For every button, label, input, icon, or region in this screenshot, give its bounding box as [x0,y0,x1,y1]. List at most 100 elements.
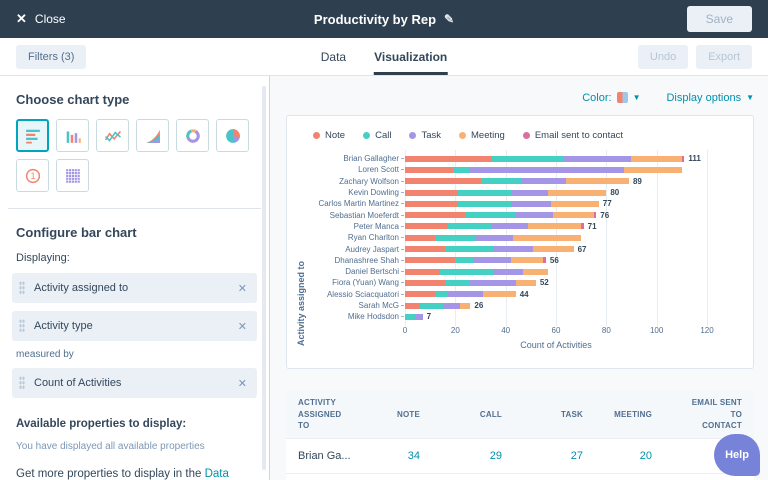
bar-segment[interactable] [510,257,544,264]
legend-item[interactable]: Email sent to contact [522,130,623,141]
bar-segment[interactable] [550,200,599,207]
bar-segment[interactable] [405,178,481,185]
drag-handle-icon[interactable] [19,319,25,333]
bar-segment[interactable] [440,268,494,275]
bar-segment[interactable] [513,234,582,241]
chart-type-pie[interactable] [216,119,249,152]
bar-segment[interactable] [460,302,471,309]
chip-activity-assigned-to[interactable]: Activity assigned to ✕ [12,273,257,303]
bar-segment[interactable] [442,302,461,309]
chart-type-table[interactable] [56,159,89,192]
chart-type-line[interactable] [96,119,129,152]
stacked-bar[interactable] [400,234,582,241]
bar-segment[interactable] [623,166,682,173]
bar-segment[interactable] [510,200,551,207]
stacked-bar[interactable] [401,291,516,298]
stacked-bar[interactable] [400,155,685,162]
remove-chip-icon[interactable]: ✕ [237,377,247,390]
color-dropdown[interactable]: Color: ▼ [582,92,640,104]
bar-segment[interactable] [465,212,516,219]
bar-segment[interactable] [405,257,456,264]
stacked-bar[interactable] [401,200,599,207]
drag-handle-icon[interactable] [19,281,25,295]
bar-segment[interactable] [455,257,473,264]
close-button[interactable]: ✕ Close [16,11,66,27]
tab-visualization[interactable]: Visualization [374,38,448,75]
bar-segment[interactable] [470,279,516,286]
bar-segment[interactable] [457,200,511,207]
bar-segment[interactable] [405,246,446,253]
bar-segment[interactable] [510,189,549,196]
bar-segment[interactable] [415,313,423,320]
bar-segment[interactable] [405,302,421,309]
bar-segment[interactable] [493,246,534,253]
bar-segment[interactable] [447,223,491,230]
bar-segment[interactable] [523,268,549,275]
stacked-bar[interactable] [400,302,471,309]
legend-item[interactable]: Task [409,130,441,141]
table-cell-value[interactable]: 29 [489,449,502,462]
bar-segment[interactable] [420,302,443,309]
chip-activity-type[interactable]: Activity type ✕ [12,311,257,341]
stacked-bar[interactable] [401,223,584,230]
stacked-bar[interactable] [401,166,682,173]
chart-type-kpi[interactable]: 1 [16,159,49,192]
display-options-dropdown[interactable]: Display options ▼ [666,92,754,104]
bar-segment[interactable] [482,291,516,298]
bar-segment[interactable] [548,189,607,196]
stacked-bar[interactable] [401,313,423,320]
export-button[interactable]: Export [696,44,752,69]
table-cell-value[interactable]: 27 [570,449,583,462]
bar-segment[interactable] [493,268,524,275]
bar-segment[interactable] [515,212,554,219]
stacked-bar[interactable] [401,257,546,264]
bar-segment[interactable] [457,189,511,196]
bar-segment[interactable] [445,246,494,253]
bar-segment[interactable] [520,178,567,185]
bar-segment[interactable] [490,155,564,162]
bar-segment[interactable] [593,212,597,219]
bar-segment[interactable] [405,279,446,286]
bar-segment[interactable] [405,234,436,241]
bar-segment[interactable] [543,257,546,264]
stacked-bar[interactable] [401,279,536,286]
bar-segment[interactable] [405,223,448,230]
bar-segment[interactable] [480,178,521,185]
bar-segment[interactable] [405,291,436,298]
bar-segment[interactable] [405,212,466,219]
chart-type-donut[interactable] [176,119,209,152]
bar-segment[interactable] [681,155,685,162]
bar-segment[interactable] [445,279,471,286]
edit-title-icon[interactable]: ✎ [444,12,455,26]
bar-segment[interactable] [405,268,441,275]
help-button[interactable]: Help [714,434,760,476]
bar-segment[interactable] [435,291,448,298]
sidebar-scrollbar[interactable] [262,86,266,470]
chart-type-horizontal-bar[interactable] [16,119,49,152]
bar-segment[interactable] [563,155,632,162]
bar-segment[interactable] [435,234,476,241]
bar-segment[interactable] [405,166,453,173]
data-step-link[interactable]: Data step. [204,468,229,480]
undo-button[interactable]: Undo [637,44,689,69]
bar-segment[interactable] [405,200,458,207]
bar-segment[interactable] [447,291,483,298]
tab-data[interactable]: Data [320,49,347,64]
bar-segment[interactable] [470,166,624,173]
bar-segment[interactable] [528,223,582,230]
chart-type-column[interactable] [56,119,89,152]
bar-segment[interactable] [631,155,682,162]
remove-chip-icon[interactable]: ✕ [237,282,247,295]
filters-button[interactable]: Filters (3) [16,44,87,69]
legend-item[interactable]: Call [363,130,391,141]
bar-segment[interactable] [475,234,514,241]
bar-segment[interactable] [405,155,491,162]
bar-segment[interactable] [566,178,629,185]
stacked-bar[interactable] [401,246,574,253]
drag-handle-icon[interactable] [19,376,25,390]
remove-chip-icon[interactable]: ✕ [237,320,247,333]
bar-segment[interactable] [472,257,511,264]
bar-segment[interactable] [533,246,574,253]
bar-segment[interactable] [490,223,529,230]
stacked-bar[interactable] [401,178,629,185]
